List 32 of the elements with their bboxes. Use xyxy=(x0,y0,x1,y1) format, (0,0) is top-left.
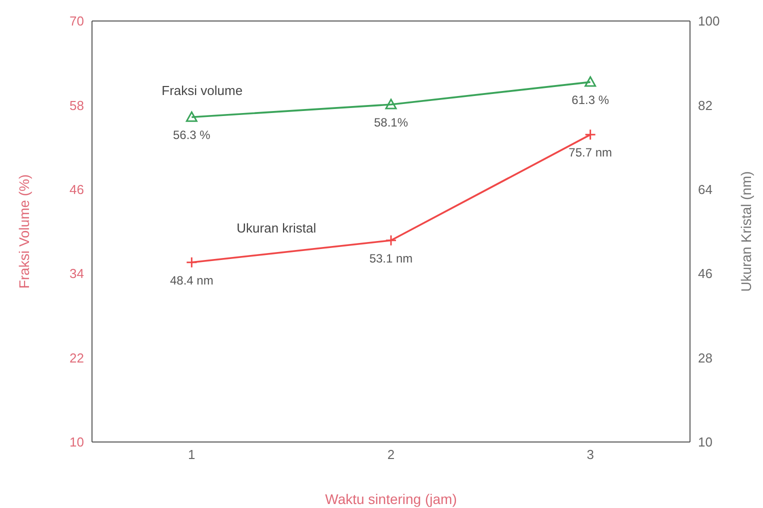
y-tick-label: 10 xyxy=(70,434,84,450)
y2-axis-title: Ukuran Kristal (nm) xyxy=(738,171,754,292)
series-label: Fraksi volume xyxy=(162,83,243,98)
point xyxy=(186,256,198,268)
y-tick-label: 70 xyxy=(70,14,84,29)
data-label: 75.7 nm xyxy=(568,146,612,160)
data-label: 48.4 nm xyxy=(170,273,214,288)
x-tick-label: 1 xyxy=(188,447,196,462)
y-tick-label: 58 xyxy=(70,98,84,113)
data-label: 53.1 nm xyxy=(369,251,413,266)
y-tick-label: 34 xyxy=(70,266,84,282)
point xyxy=(186,111,198,122)
y2-tick-label: 46 xyxy=(698,266,712,282)
y2-tick-label: 100 xyxy=(698,14,720,29)
x-tick-label: 2 xyxy=(387,447,395,462)
x-axis-title: Waktu sintering (jam) xyxy=(325,490,457,507)
point xyxy=(385,234,397,246)
y-tick-label: 46 xyxy=(70,182,84,198)
point xyxy=(584,76,596,87)
series-label: Ukuran kristal xyxy=(236,220,316,236)
y2-tick-label: 64 xyxy=(698,182,712,198)
y2-tick-label: 10 xyxy=(698,434,712,450)
y2-tick-label: 82 xyxy=(698,98,712,113)
y-tick-label: 22 xyxy=(70,350,84,366)
point xyxy=(385,98,397,110)
data-label: 56.3 % xyxy=(172,128,211,142)
y2-tick-label: 28 xyxy=(698,350,712,366)
data-label: 61.3 % xyxy=(572,93,610,108)
y-axis-title: Fraksi Volume (%) xyxy=(16,174,32,289)
x-tick-label: 3 xyxy=(586,447,594,462)
point xyxy=(584,128,596,140)
data-label: 58.1% xyxy=(374,116,408,130)
